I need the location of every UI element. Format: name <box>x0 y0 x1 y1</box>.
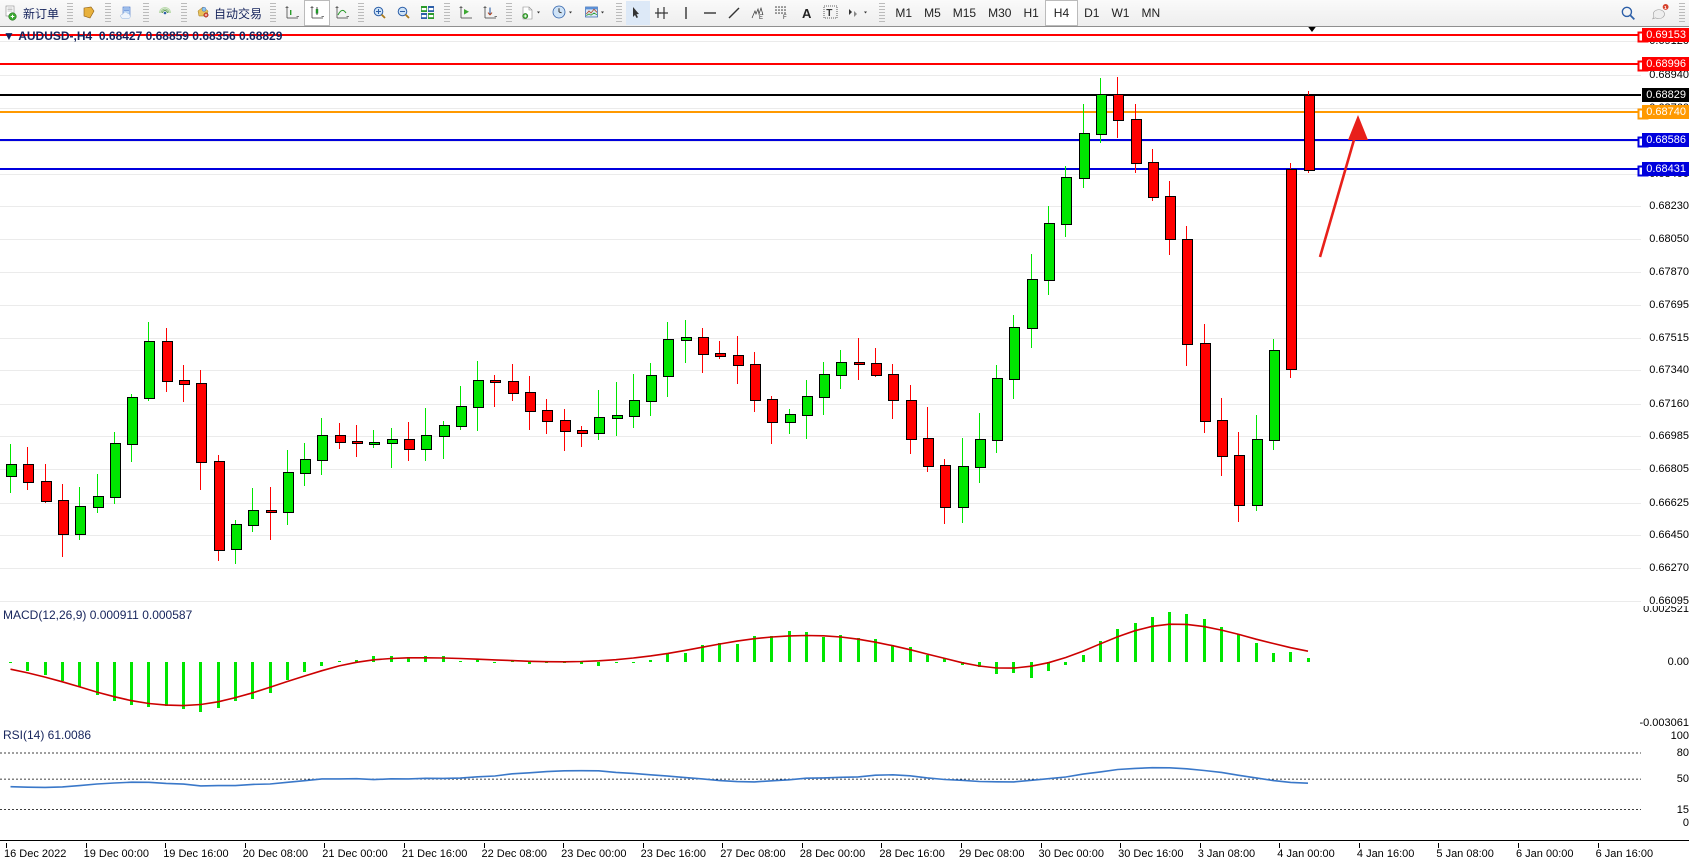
svg-text:F: F <box>783 15 787 21</box>
svg-text:E: E <box>759 15 763 21</box>
svg-text:T: T <box>827 8 833 19</box>
svg-text:1: 1 <box>1664 5 1667 11</box>
